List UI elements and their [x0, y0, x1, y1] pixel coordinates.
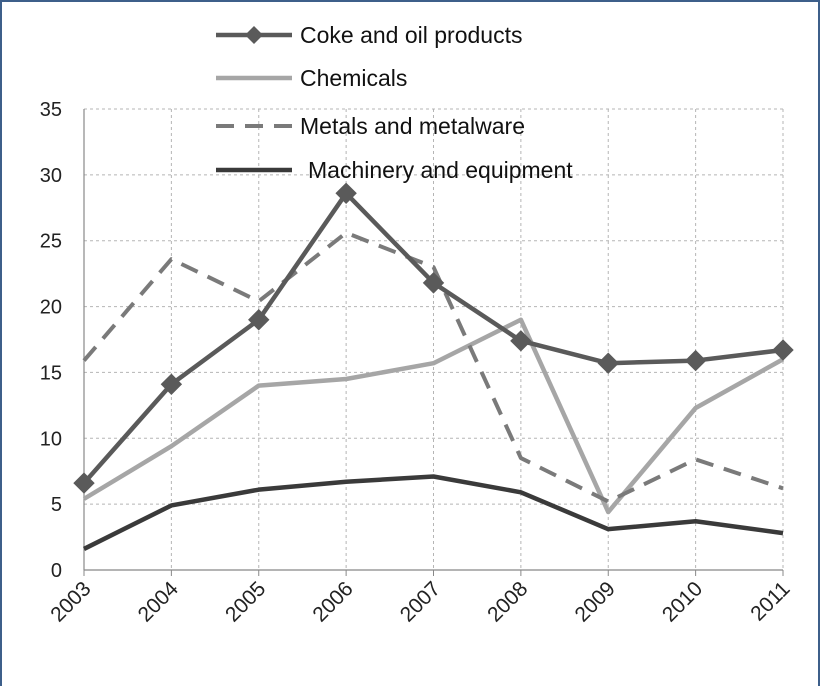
y-tick-labels: 0 5 10 15 20 25 30 35	[40, 99, 62, 582]
x-tick-label: 2006	[308, 577, 357, 626]
series-line-1	[82, 317, 785, 515]
y-tick-label: 35	[40, 99, 62, 121]
y-tick-label: 20	[40, 297, 62, 319]
legend: Coke and oil products Chemicals Metals and…	[216, 22, 573, 183]
x-tick-label: 2005	[221, 577, 270, 626]
x-tick-label: 2007	[396, 577, 445, 626]
y-tick-label: 25	[40, 231, 62, 253]
x-tick-label: 2004	[134, 577, 184, 627]
data-point-marker	[684, 349, 707, 372]
y-tick-label: 15	[40, 362, 62, 384]
data-point-marker	[510, 330, 532, 352]
legend-marker	[245, 26, 263, 44]
data-point-marker	[160, 373, 183, 395]
x-tick-label: 2010	[658, 577, 707, 626]
x-tick-labels: 2003 2004 2005 2006 2007 2008 2009 2010 2011	[46, 577, 794, 627]
data-point-marker	[772, 339, 794, 361]
series-markers	[73, 182, 794, 494]
y-tick-label: 0	[51, 560, 62, 582]
y-tick-label: 5	[51, 494, 62, 516]
legend-label: Chemicals	[300, 65, 407, 91]
y-tick-label: 10	[40, 428, 62, 450]
series-line-2	[82, 230, 784, 504]
data-point-marker	[73, 472, 95, 494]
y-tick-label: 30	[40, 165, 62, 187]
x-tick-label: 2003	[46, 577, 95, 626]
legend-label: Machinery and equipment	[308, 157, 573, 183]
x-tick-label: 2011	[746, 577, 794, 625]
legend-label: Coke and oil products	[300, 22, 522, 48]
data-point-marker	[597, 352, 619, 374]
x-tick-label: 2008	[483, 577, 532, 626]
series-line-3	[82, 474, 784, 551]
data-point-marker	[422, 272, 445, 294]
legend-label: Metals and metalware	[300, 113, 525, 139]
x-tick-label: 2009	[570, 577, 619, 626]
data-point-marker	[335, 182, 357, 205]
data-point-marker	[248, 309, 270, 331]
